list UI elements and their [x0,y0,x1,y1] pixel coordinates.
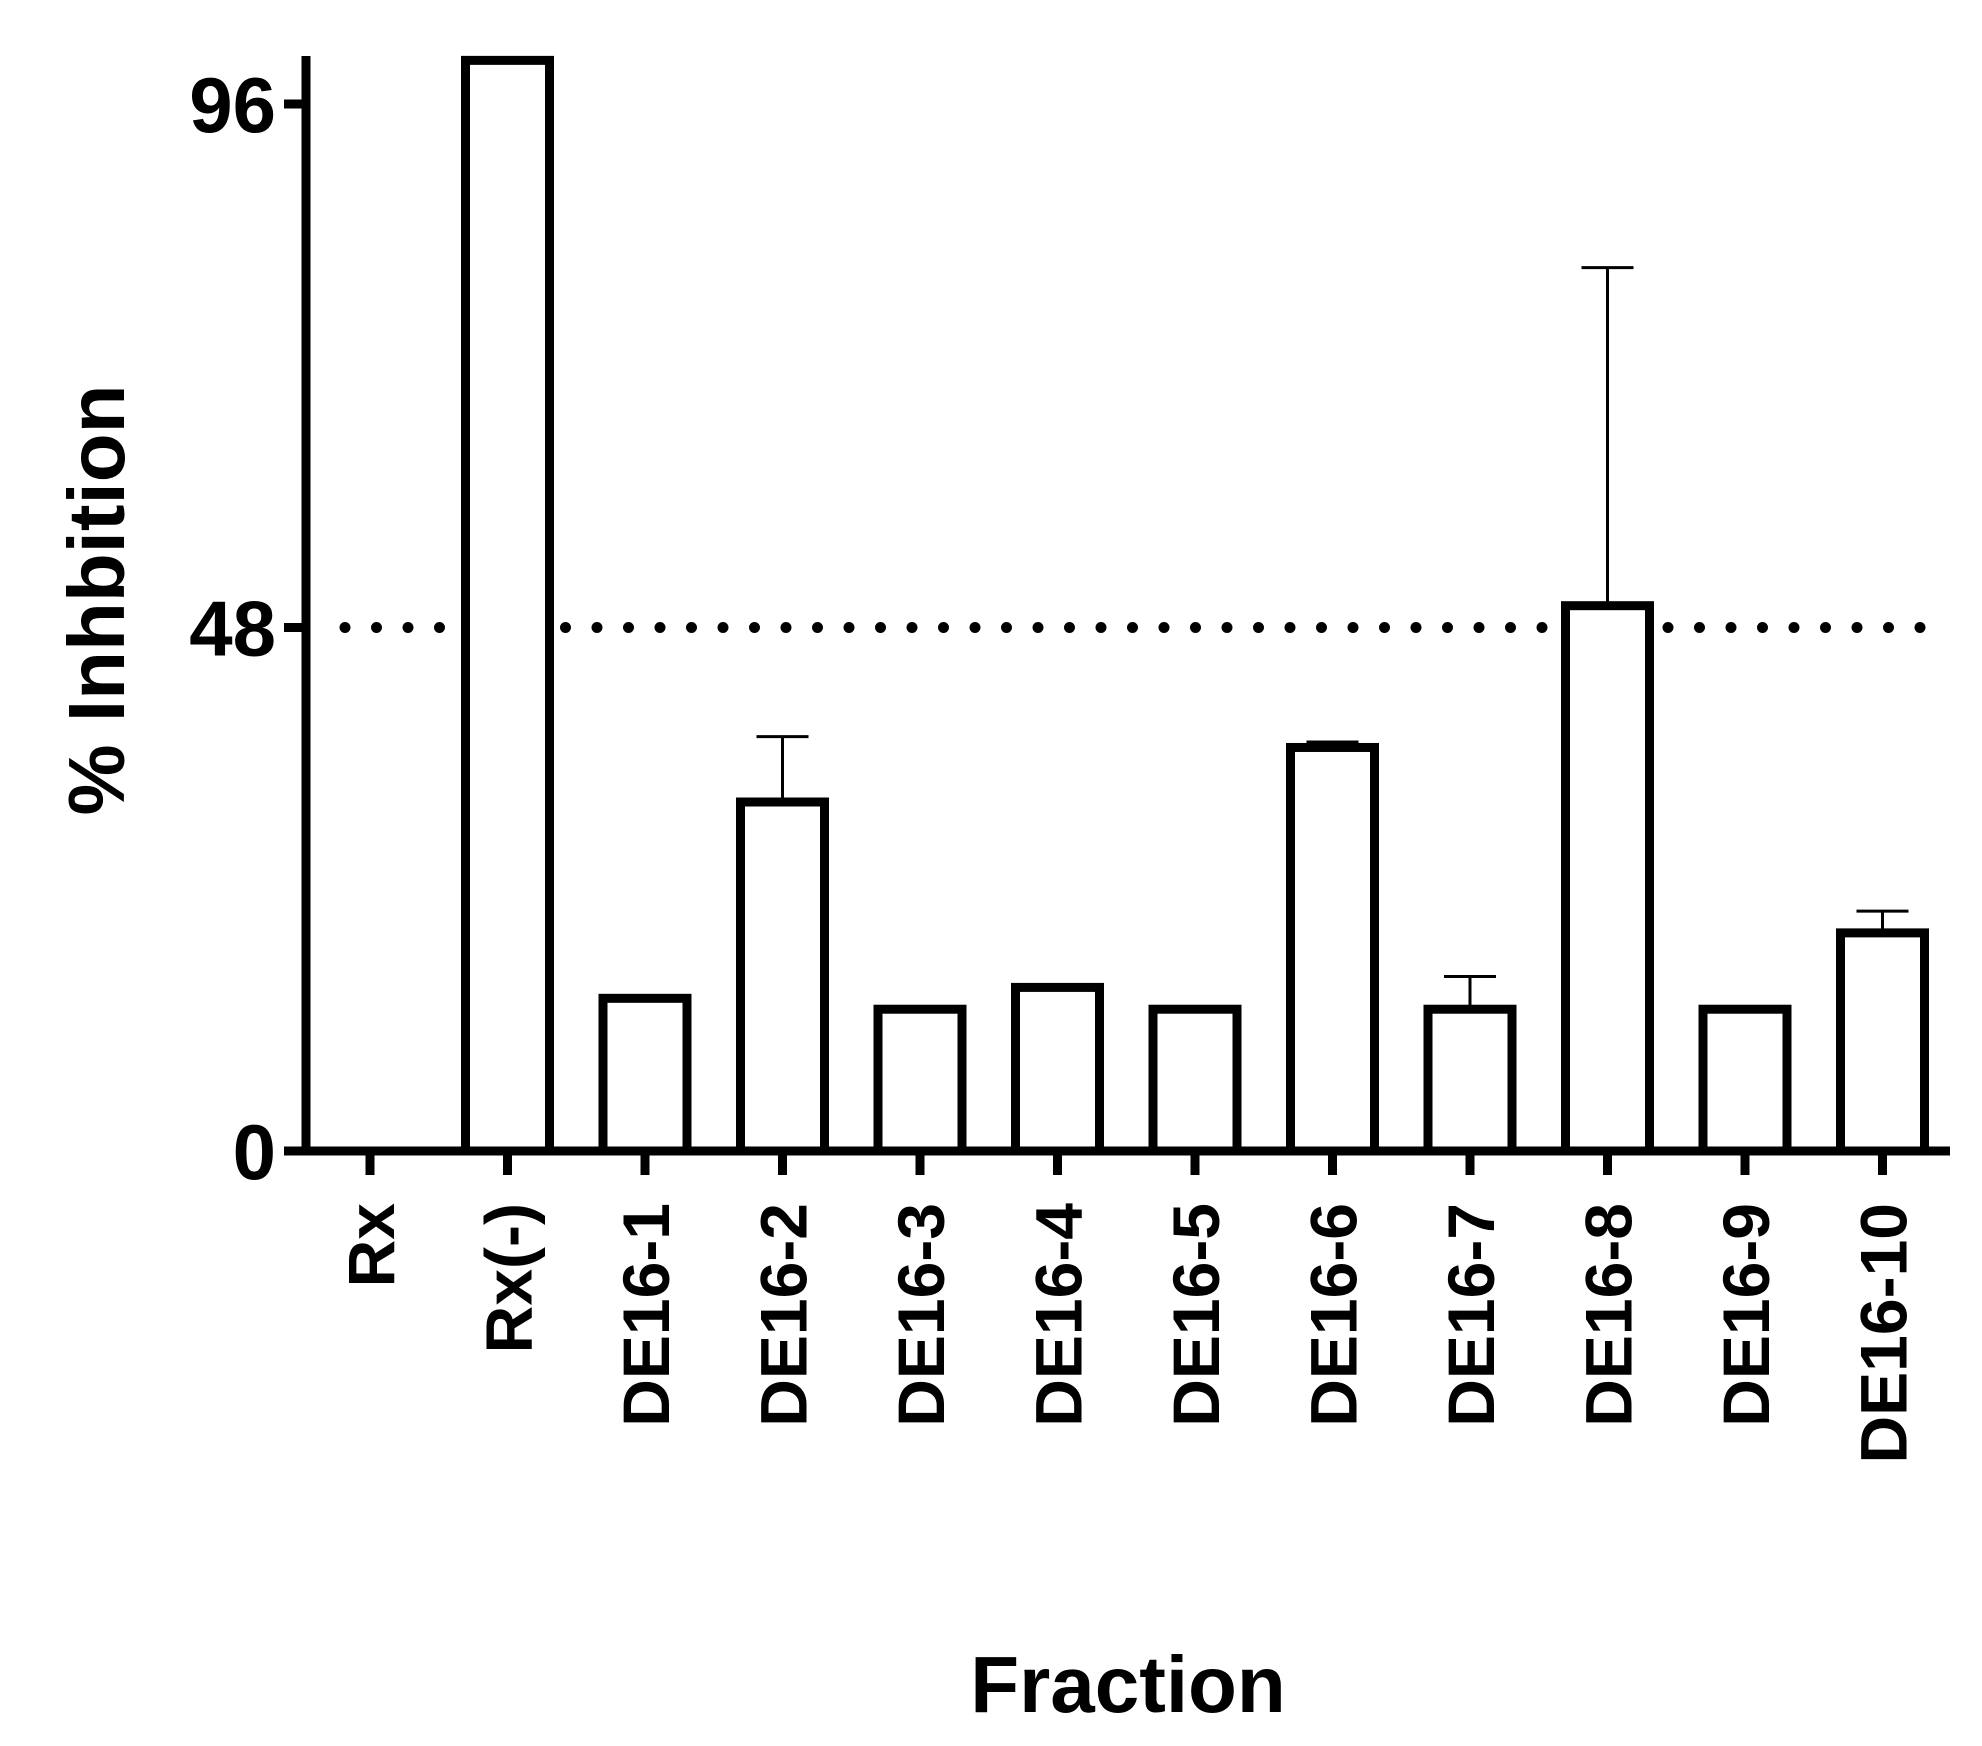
bar [1561,601,1654,1156]
bar [1148,1004,1242,1156]
x-tick-label: Rx [334,1203,408,1288]
y-axis-title: % Inhbition [52,384,141,815]
x-tick-label: DE16-3 [884,1203,958,1427]
x-tick-label: DE16-7 [1434,1203,1508,1427]
bar [736,797,829,1156]
axes-group [301,56,1950,1156]
bar [1836,928,1929,1156]
bar [598,993,692,1156]
y-tick-label: 96 [189,61,276,149]
bar [1286,742,1379,1156]
bar [461,55,554,1156]
bar [1423,1004,1517,1156]
x-tick-label: DE16-2 [747,1203,821,1427]
x-tick-label: DE16-1 [609,1203,683,1427]
bar [1698,1004,1792,1156]
y-tick-label: 0 [233,1108,276,1196]
bar [873,1004,967,1156]
x-ticks-group: Rx Rx(-) DE16-1 DE16-2 DE16-3 DE16-4 DE16-5 DE1… [334,1151,1921,1464]
x-axis-title: Fraction [970,1640,1286,1729]
y-tick-label: 48 [189,585,276,673]
x-tick-label: DE16-5 [1159,1203,1233,1427]
bars-group [461,55,1929,1156]
bar [1011,982,1104,1156]
x-tick-label: Rx(-) [472,1203,546,1353]
x-tick-label: DE16-8 [1572,1203,1646,1427]
x-tick-label: DE16-10 [1847,1203,1921,1464]
x-tick-label: DE16-9 [1709,1203,1783,1427]
x-tick-label: DE16-4 [1022,1203,1096,1427]
x-tick-label: DE16-6 [1297,1203,1371,1427]
y-ticks-group: 0 48 96 [189,61,306,1196]
